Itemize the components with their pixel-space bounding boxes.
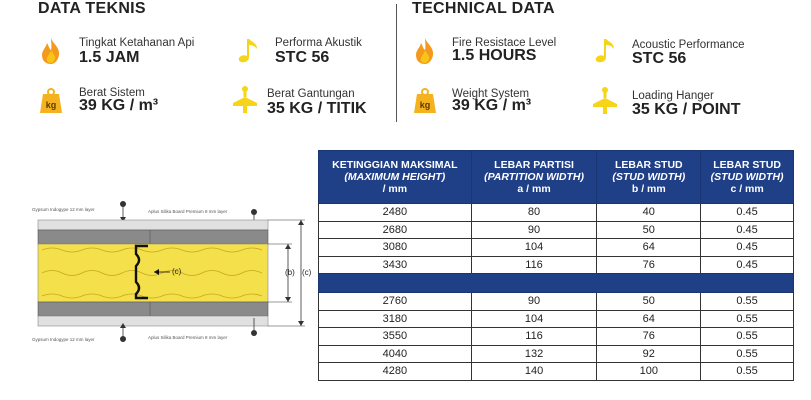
spec-label: Berat Gantungan	[267, 88, 355, 100]
music-note-icon	[233, 36, 263, 66]
weight-icon: kg	[410, 86, 440, 116]
svg-text:kg: kg	[420, 100, 431, 110]
hanger-icon	[230, 85, 260, 115]
label-bottom-right: Aplus Silika Board Premium 8 mm layer	[148, 335, 228, 340]
label-top-right: Aplus Silika Board Premium 8 mm layer	[148, 209, 228, 214]
column-divider	[396, 4, 397, 122]
table-row: 2480 80 40 0.45	[318, 203, 794, 222]
column-header-stud-width-c: LEBAR STUD (STUD WIDTH) c / mm	[700, 150, 794, 204]
svg-text:kg: kg	[46, 100, 57, 110]
table-separator-row	[318, 273, 794, 293]
spec-label: Acoustic Performance	[632, 39, 745, 51]
spec-label: Loading Hanger	[632, 90, 714, 102]
table-row: 4280 140 100 0.55	[318, 362, 794, 381]
spec-label: Performa Akustik	[275, 37, 362, 49]
spec-value: 39 KG / m³	[79, 97, 159, 114]
spec-label: Weight System	[452, 88, 530, 100]
top-silika-board	[37, 219, 269, 231]
insulation-layer	[37, 243, 269, 303]
dim-b-label: (b)	[285, 268, 295, 277]
spec-label: Berat Sistem	[79, 87, 145, 99]
bottom-gypsum-layer	[37, 301, 269, 317]
table-row: 3080 104 64 0.45	[318, 238, 794, 257]
left-heading: DATA TEKNIS	[38, 0, 146, 17]
weight-icon: kg	[36, 86, 66, 116]
table-row: 3430 116 76 0.45	[318, 255, 794, 274]
top-gypsum-layer	[37, 229, 269, 245]
wall-section-diagram: Gypsum Indogype 12 mm layer Aplus Silika…	[32, 201, 312, 342]
spec-value: STC 56	[275, 49, 330, 66]
table-row: 3180 104 64 0.55	[318, 309, 794, 328]
stud-profile	[134, 244, 148, 300]
spec-value: 35 KG / POINT	[632, 101, 741, 118]
fire-icon	[410, 36, 440, 66]
label-top-left: Gypsum Indogype 12 mm layer	[32, 207, 95, 212]
stud-spec-table: KETINGGIAN MAKSIMAL (MAXIMUM HEIGHT) / mm …	[318, 150, 794, 381]
stud-label: (c)	[172, 267, 182, 276]
dim-c-label: (c)	[302, 268, 312, 277]
music-note-icon	[590, 36, 620, 66]
bottom-silika-board	[37, 315, 269, 327]
fire-icon	[36, 36, 66, 66]
table-row: 2680 90 50 0.45	[318, 220, 794, 239]
right-heading: TECHNICAL DATA	[412, 0, 555, 17]
column-header-stud-width-b: LEBAR STUD (STUD WIDTH) b / mm	[596, 150, 702, 204]
table-row: 3550 116 76 0.55	[318, 327, 794, 346]
spec-value: STC 56	[632, 50, 687, 67]
spec-value: 35 KG / TITIK	[267, 100, 367, 117]
spec-label: Tingkat Ketahanan Api	[79, 37, 195, 49]
table-row: 2760 90 50 0.55	[318, 292, 794, 311]
column-header-partition-width: LEBAR PARTISI (PARTITION WIDTH) a / mm	[470, 150, 598, 204]
column-header-max-height: KETINGGIAN MAKSIMAL (MAXIMUM HEIGHT) / mm	[318, 150, 472, 204]
hanger-icon	[590, 86, 620, 116]
table-row: 4040 132 92 0.55	[318, 344, 794, 363]
label-bottom-left: Gypsum Indogype 12 mm layer	[32, 337, 95, 342]
table-header-row: KETINGGIAN MAKSIMAL (MAXIMUM HEIGHT) / mm …	[318, 150, 794, 204]
spec-value: 1.5 HOURS	[452, 47, 537, 64]
spec-value: 1.5 JAM	[79, 49, 140, 66]
spec-value: 39 KG / m³	[452, 97, 532, 114]
spec-label: Fire Resistace Level	[452, 37, 557, 49]
